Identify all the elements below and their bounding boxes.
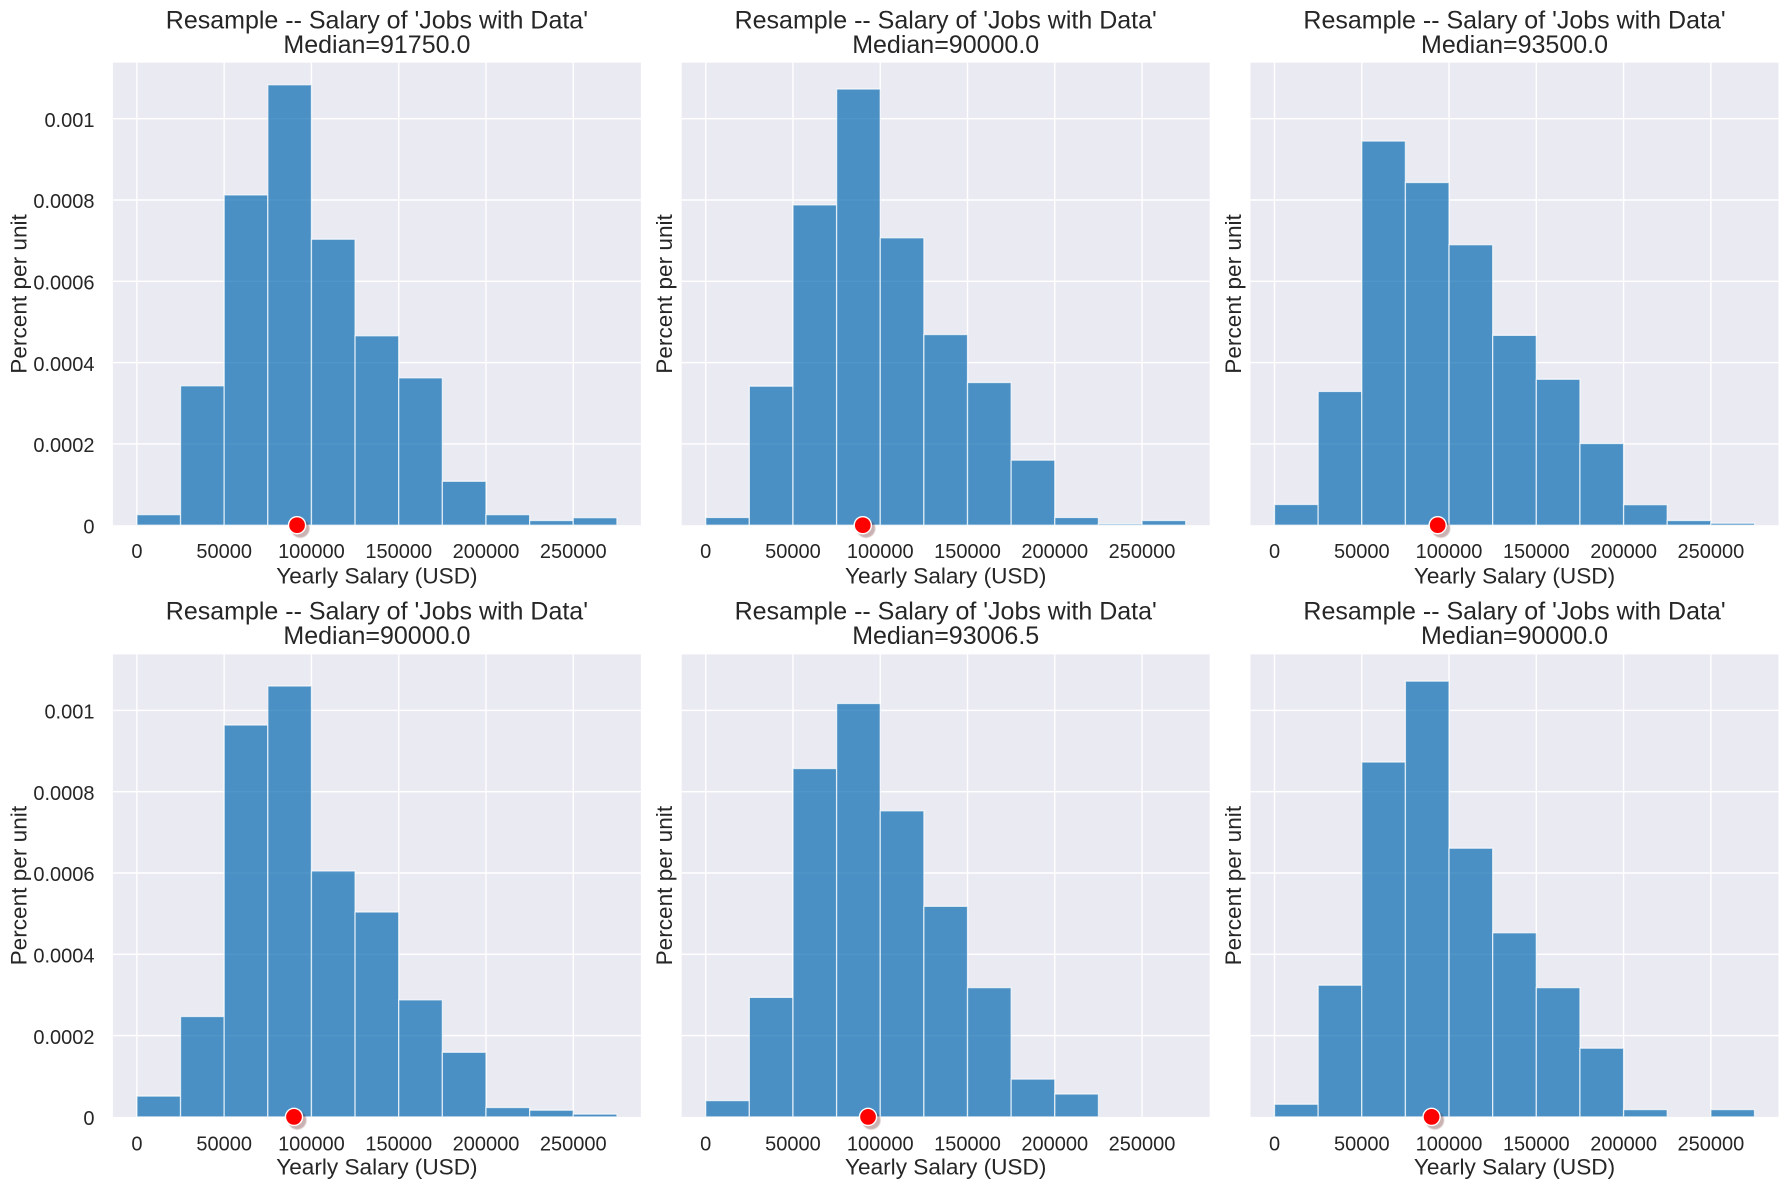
svg-text:0.0006: 0.0006	[33, 864, 94, 886]
svg-text:250000: 250000	[1677, 1133, 1744, 1155]
svg-text:100000: 100000	[847, 1133, 914, 1155]
svg-text:0.001: 0.001	[44, 110, 94, 132]
svg-text:250000: 250000	[540, 1133, 607, 1155]
svg-text:Median=90000.0: Median=90000.0	[283, 622, 470, 650]
svg-text:200000: 200000	[1590, 541, 1657, 563]
svg-text:Percent per unit: Percent per unit	[652, 213, 677, 373]
svg-text:0: 0	[700, 541, 711, 563]
svg-text:Median=93006.5: Median=93006.5	[852, 622, 1039, 650]
svg-text:200000: 200000	[453, 541, 520, 563]
svg-text:150000: 150000	[365, 541, 432, 563]
svg-text:250000: 250000	[1109, 1133, 1176, 1155]
svg-text:150000: 150000	[365, 1133, 432, 1155]
svg-text:0.0002: 0.0002	[33, 1027, 94, 1049]
svg-text:Yearly Salary (USD): Yearly Salary (USD)	[1414, 563, 1615, 588]
svg-text:200000: 200000	[1021, 1133, 1088, 1155]
svg-text:Resample -- Salary of 'Jobs wi: Resample -- Salary of 'Jobs with Data'	[166, 598, 588, 626]
svg-text:150000: 150000	[934, 1133, 1001, 1155]
svg-text:Resample -- Salary of 'Jobs wi: Resample -- Salary of 'Jobs with Data'	[1303, 598, 1725, 626]
svg-text:100000: 100000	[278, 1133, 345, 1155]
svg-text:50000: 50000	[196, 1133, 252, 1155]
svg-text:Median=93500.0: Median=93500.0	[1421, 31, 1608, 59]
svg-text:0: 0	[131, 541, 142, 563]
svg-text:0: 0	[83, 516, 94, 538]
svg-text:Percent per unit: Percent per unit	[7, 213, 32, 373]
svg-text:Yearly Salary (USD): Yearly Salary (USD)	[1414, 1155, 1615, 1180]
svg-text:Percent per unit: Percent per unit	[652, 805, 677, 965]
svg-text:Resample -- Salary of 'Jobs wi: Resample -- Salary of 'Jobs with Data'	[166, 7, 588, 35]
svg-text:50000: 50000	[765, 1133, 821, 1155]
svg-text:50000: 50000	[196, 541, 252, 563]
svg-text:150000: 150000	[934, 541, 1001, 563]
svg-text:Resample -- Salary of 'Jobs wi: Resample -- Salary of 'Jobs with Data'	[735, 598, 1157, 626]
svg-text:0.0006: 0.0006	[33, 273, 94, 295]
svg-text:0.0008: 0.0008	[33, 783, 94, 805]
svg-text:0: 0	[1269, 541, 1280, 563]
svg-text:50000: 50000	[1334, 541, 1390, 563]
svg-text:200000: 200000	[1021, 541, 1088, 563]
svg-text:0: 0	[700, 1133, 711, 1155]
svg-text:Percent per unit: Percent per unit	[7, 805, 32, 965]
svg-text:Median=90000.0: Median=90000.0	[1421, 622, 1608, 650]
svg-text:250000: 250000	[1109, 541, 1176, 563]
svg-text:200000: 200000	[453, 1133, 520, 1155]
svg-text:Percent per unit: Percent per unit	[1221, 213, 1246, 373]
svg-text:0.0002: 0.0002	[33, 435, 94, 457]
svg-text:0.0004: 0.0004	[33, 946, 94, 968]
svg-text:250000: 250000	[1677, 541, 1744, 563]
svg-text:Yearly Salary (USD): Yearly Salary (USD)	[276, 1155, 477, 1180]
svg-text:50000: 50000	[765, 541, 821, 563]
svg-text:0: 0	[131, 1133, 142, 1155]
svg-text:Yearly Salary (USD): Yearly Salary (USD)	[276, 563, 477, 588]
svg-text:0: 0	[83, 1108, 94, 1130]
svg-text:Percent per unit: Percent per unit	[1221, 805, 1246, 965]
svg-text:150000: 150000	[1503, 541, 1570, 563]
svg-text:200000: 200000	[1590, 1133, 1657, 1155]
svg-text:100000: 100000	[278, 541, 345, 563]
svg-text:100000: 100000	[1416, 541, 1483, 563]
svg-text:0: 0	[1269, 1133, 1280, 1155]
svg-text:Median=90000.0: Median=90000.0	[852, 31, 1039, 59]
svg-text:Resample -- Salary of 'Jobs wi: Resample -- Salary of 'Jobs with Data'	[1303, 7, 1725, 35]
svg-text:Median=91750.0: Median=91750.0	[283, 31, 470, 59]
svg-text:Yearly Salary (USD): Yearly Salary (USD)	[845, 1155, 1046, 1180]
svg-text:Yearly Salary (USD): Yearly Salary (USD)	[845, 563, 1046, 588]
svg-text:0.0008: 0.0008	[33, 191, 94, 213]
svg-text:0.001: 0.001	[44, 702, 94, 724]
svg-text:Resample -- Salary of 'Jobs wi: Resample -- Salary of 'Jobs with Data'	[735, 7, 1157, 35]
svg-text:50000: 50000	[1334, 1133, 1390, 1155]
svg-text:100000: 100000	[1416, 1133, 1483, 1155]
svg-text:0.0004: 0.0004	[33, 354, 94, 376]
svg-text:250000: 250000	[540, 541, 607, 563]
svg-text:100000: 100000	[847, 541, 914, 563]
svg-text:150000: 150000	[1503, 1133, 1570, 1155]
